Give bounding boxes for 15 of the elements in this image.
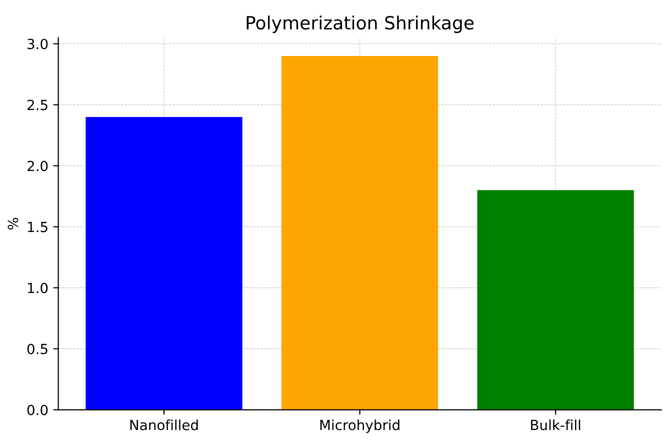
y-axis-title: % [8,218,18,230]
y-tick-label: 1.5 [28,222,48,232]
chart-title: Polymerization Shrinkage [246,16,474,34]
y-tick-label: 2.5 [28,100,48,110]
y-tick-label: 3.0 [28,38,48,50]
bar [477,190,634,410]
x-tick-label: Microhybrid [320,419,400,433]
x-tick-label: Bulk-fill [531,419,580,430]
y-tick-label: 0.5 [27,344,48,354]
bar [86,116,242,410]
bar [281,56,438,410]
x-tick-label: Nanofilled [130,419,198,430]
y-tick-label: 1.0 [28,282,48,294]
y-tick-label: 2.0 [28,160,48,172]
y-tick-label: 0.0 [27,404,48,416]
